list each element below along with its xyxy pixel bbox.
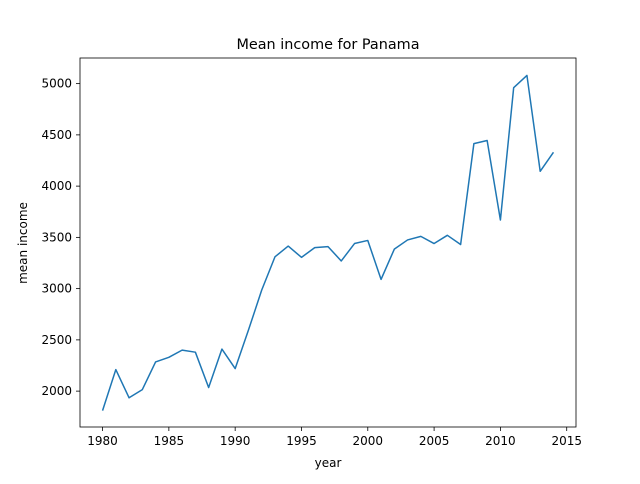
y-tick-label: 2000 <box>41 384 72 398</box>
y-tick-label: 2500 <box>41 333 72 347</box>
plot-area <box>79 57 577 428</box>
chart-title: Mean income for Panama <box>236 37 419 53</box>
x-tick-label: 1980 <box>87 434 118 448</box>
x-tick-label: 1995 <box>286 434 317 448</box>
x-axis-label: year <box>315 456 342 470</box>
y-tick-label: 5000 <box>41 77 72 91</box>
y-axis-label: mean income <box>16 202 30 284</box>
y-tick-label: 3500 <box>41 230 72 244</box>
y-tick-label: 4000 <box>41 179 72 193</box>
x-tick-label: 2005 <box>419 434 450 448</box>
y-tick-label: 3000 <box>41 282 72 296</box>
y-axis: 2000 2500 3000 3500 4000 4500 5000 <box>41 77 80 398</box>
x-tick-label: 1990 <box>220 434 251 448</box>
plot-frame <box>79 57 577 428</box>
y-tick-label: 4500 <box>41 128 72 142</box>
series-line <box>101 74 555 411</box>
x-axis: 1980 1985 1990 1995 2000 2005 2010 2015 <box>87 427 582 448</box>
x-tick-label: 2015 <box>551 434 582 448</box>
x-tick-label: 2000 <box>353 434 384 448</box>
x-tick-label: 1985 <box>154 434 185 448</box>
x-tick-label: 2010 <box>485 434 516 448</box>
